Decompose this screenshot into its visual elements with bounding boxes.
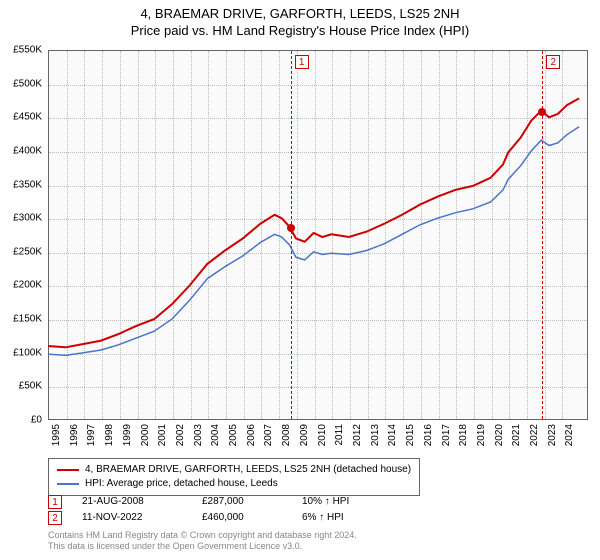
x-tick-label: 2006 xyxy=(246,424,257,446)
legend-label: HPI: Average price, detached house, Leed… xyxy=(85,477,278,491)
x-tick-label: 2023 xyxy=(547,424,558,446)
x-tick-label: 1996 xyxy=(69,424,80,446)
x-tick-label: 2013 xyxy=(370,424,381,446)
legend-label: 4, BRAEMAR DRIVE, GARFORTH, LEEDS, LS25 … xyxy=(85,463,411,477)
sales-pct: 6% ↑ HPI xyxy=(302,510,402,526)
title-subtitle: Price paid vs. HM Land Registry's House … xyxy=(0,23,600,40)
y-tick-label: £350K xyxy=(13,179,42,190)
footnote: Contains HM Land Registry data © Crown c… xyxy=(48,530,357,553)
title-address: 4, BRAEMAR DRIVE, GARFORTH, LEEDS, LS25 … xyxy=(0,6,600,23)
y-tick-label: £300K xyxy=(13,213,42,224)
y-tick-label: £50K xyxy=(19,381,42,392)
x-tick-label: 2020 xyxy=(494,424,505,446)
sales-marker: 1 xyxy=(48,495,62,509)
chart-area: 12 £0£50K£100K£150K£200K£250K£300K£350K£… xyxy=(48,50,588,420)
x-tick-label: 2004 xyxy=(210,424,221,446)
legend-swatch xyxy=(57,483,79,485)
x-tick-label: 1999 xyxy=(122,424,133,446)
sales-table: 1 21-AUG-2008£287,00010% ↑ HPI 2 11-NOV-202… xyxy=(48,494,402,526)
chart-lines xyxy=(48,50,588,420)
title-block: 4, BRAEMAR DRIVE, GARFORTH, LEEDS, LS25 … xyxy=(0,0,600,40)
x-tick-label: 2008 xyxy=(281,424,292,446)
sales-pct: 10% ↑ HPI xyxy=(302,494,402,510)
x-tick-label: 2018 xyxy=(458,424,469,446)
x-tick-label: 2003 xyxy=(193,424,204,446)
legend-row: 4, BRAEMAR DRIVE, GARFORTH, LEEDS, LS25 … xyxy=(57,463,411,477)
y-tick-label: £550K xyxy=(13,45,42,56)
legend-swatch xyxy=(57,469,79,471)
x-tick-label: 2017 xyxy=(441,424,452,446)
x-tick-label: 2022 xyxy=(529,424,540,446)
sales-marker: 2 xyxy=(48,511,62,525)
x-tick-label: 2019 xyxy=(476,424,487,446)
y-tick-label: £150K xyxy=(13,314,42,325)
x-tick-label: 2016 xyxy=(423,424,434,446)
sales-row: 2 11-NOV-2022£460,0006% ↑ HPI xyxy=(48,510,402,526)
footnote-line2: This data is licensed under the Open Gov… xyxy=(48,541,357,552)
x-tick-label: 2002 xyxy=(175,424,186,446)
x-tick-label: 2010 xyxy=(317,424,328,446)
sales-row: 1 21-AUG-2008£287,00010% ↑ HPI xyxy=(48,494,402,510)
x-tick-label: 1995 xyxy=(51,424,62,446)
y-tick-label: £400K xyxy=(13,145,42,156)
y-tick-label: £0 xyxy=(31,415,42,426)
x-tick-label: 2012 xyxy=(352,424,363,446)
legend-row: HPI: Average price, detached house, Leed… xyxy=(57,477,411,491)
x-tick-label: 1997 xyxy=(86,424,97,446)
x-tick-label: 2021 xyxy=(511,424,522,446)
sales-price: £460,000 xyxy=(202,510,302,526)
x-tick-label: 2015 xyxy=(405,424,416,446)
footnote-line1: Contains HM Land Registry data © Crown c… xyxy=(48,530,357,541)
x-tick-label: 2000 xyxy=(140,424,151,446)
sales-date: 21-AUG-2008 xyxy=(82,494,202,510)
x-tick-label: 2014 xyxy=(387,424,398,446)
sales-price: £287,000 xyxy=(202,494,302,510)
chart-container: 4, BRAEMAR DRIVE, GARFORTH, LEEDS, LS25 … xyxy=(0,0,600,560)
x-tick-label: 2024 xyxy=(564,424,575,446)
series-hpi xyxy=(48,127,579,356)
series-price_paid xyxy=(48,98,579,347)
x-tick-label: 1998 xyxy=(104,424,115,446)
x-tick-label: 2011 xyxy=(334,424,345,446)
x-tick-label: 2009 xyxy=(299,424,310,446)
y-tick-label: £100K xyxy=(13,347,42,358)
x-tick-label: 2005 xyxy=(228,424,239,446)
y-tick-label: £500K xyxy=(13,78,42,89)
y-tick-label: £200K xyxy=(13,280,42,291)
x-tick-label: 2001 xyxy=(157,424,168,446)
y-tick-label: £250K xyxy=(13,246,42,257)
sales-date: 11-NOV-2022 xyxy=(82,510,202,526)
y-tick-label: £450K xyxy=(13,112,42,123)
legend: 4, BRAEMAR DRIVE, GARFORTH, LEEDS, LS25 … xyxy=(48,458,420,496)
x-tick-label: 2007 xyxy=(263,424,274,446)
